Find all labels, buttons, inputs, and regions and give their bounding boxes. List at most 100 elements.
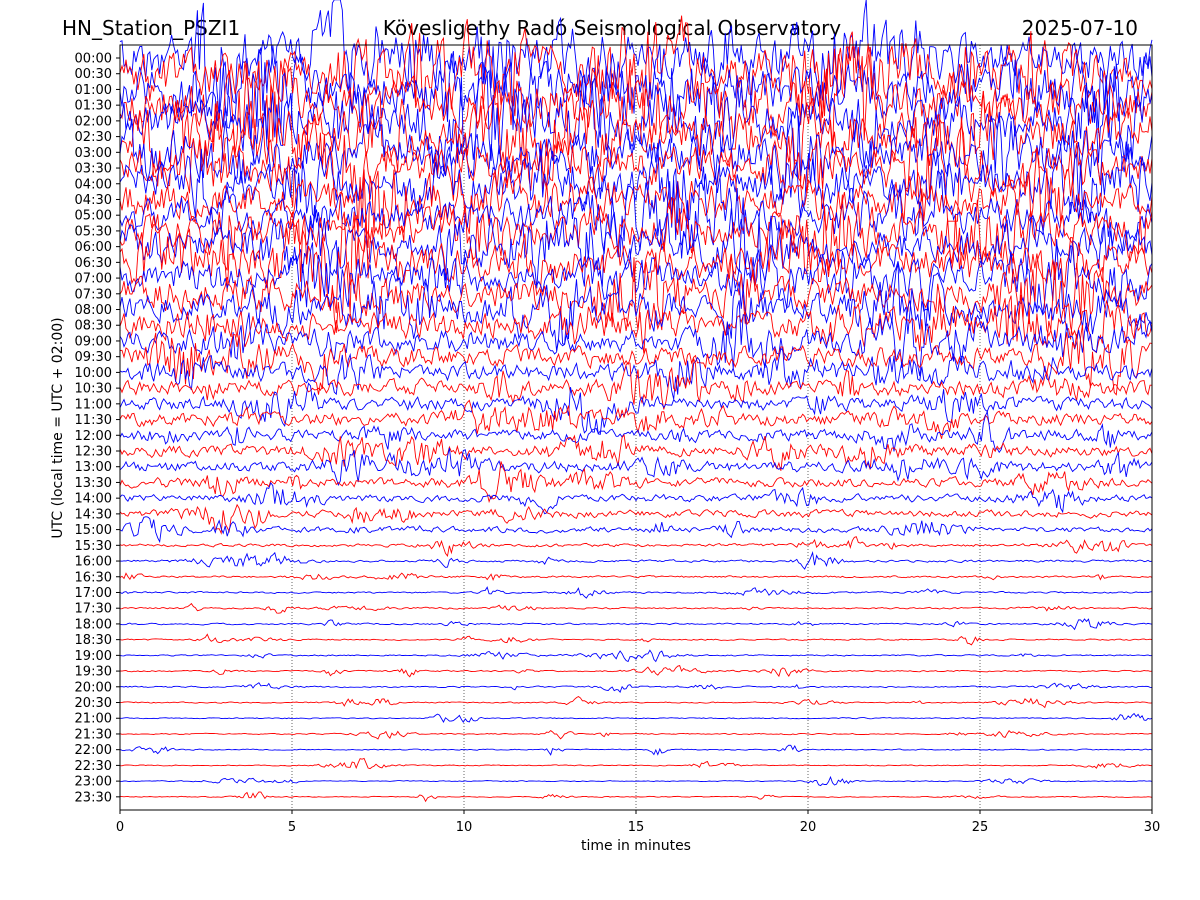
- y-tick-label: 13:00: [75, 460, 112, 475]
- y-tick-label: 17:00: [75, 586, 112, 601]
- y-tick-label: 15:00: [75, 523, 112, 538]
- x-tick-label: 25: [972, 820, 989, 835]
- y-tick-label: 00:00: [75, 52, 112, 67]
- seismic-trace: [119, 730, 1153, 740]
- y-axis-ticks: 00:0000:3001:0001:3002:0002:3003:0003:30…: [75, 52, 120, 805]
- seismic-trace: [119, 682, 1153, 693]
- seismic-trace: [119, 84, 1153, 190]
- seismic-trace: [119, 164, 1153, 259]
- seismic-trace: [119, 148, 1153, 248]
- y-tick-label: 18:00: [75, 617, 112, 632]
- y-tick-label: 10:00: [75, 366, 112, 381]
- y-tick-label: 18:30: [75, 633, 112, 648]
- y-tick-label: 14:30: [75, 507, 112, 522]
- y-tick-label: 19:30: [75, 665, 112, 680]
- seismic-trace: [119, 34, 1153, 146]
- seismic-trace: [120, 695, 1153, 709]
- seismic-trace: [119, 347, 1153, 400]
- seismic-trace: [119, 382, 1153, 435]
- y-tick-label: 12:30: [75, 445, 112, 460]
- seismic-trace: [119, 744, 1153, 756]
- seismic-trace: [119, 550, 1153, 570]
- y-tick-label: 08:30: [75, 319, 112, 334]
- y-tick-label: 16:00: [75, 555, 112, 570]
- y-tick-label: 20:30: [75, 696, 112, 711]
- seismic-trace: [119, 481, 1153, 515]
- seismic-trace: [119, 324, 1153, 396]
- y-tick-label: 13:30: [75, 476, 112, 491]
- y-tick-label: 07:00: [75, 272, 112, 287]
- y-axis-label: UTC (local time = UTC + 02:00): [50, 317, 66, 538]
- y-tick-label: 23:30: [75, 790, 112, 805]
- y-tick-label: 05:30: [75, 224, 112, 239]
- x-tick-label: 30: [1144, 820, 1161, 835]
- y-tick-label: 05:00: [75, 209, 112, 224]
- seismic-trace: [119, 194, 1153, 282]
- seismic-trace: [119, 602, 1153, 614]
- y-tick-label: 03:30: [75, 162, 112, 177]
- seismic-trace: [119, 665, 1153, 678]
- y-tick-label: 15:30: [75, 539, 112, 554]
- y-tick-label: 09:30: [75, 350, 112, 365]
- x-axis-label: time in minutes: [581, 838, 691, 854]
- seismic-trace: [119, 586, 1153, 599]
- seismic-trace: [119, 503, 1153, 535]
- seismic-trace: [119, 434, 1153, 471]
- seismic-trace: [119, 447, 1153, 487]
- x-tick-label: 15: [628, 820, 645, 835]
- station-name: HN_Station_PSZI1: [62, 16, 240, 40]
- seismic-trace: [119, 399, 1153, 439]
- seismic-trace: [119, 536, 1153, 557]
- seismic-trace: [119, 142, 1153, 224]
- y-tick-label: 04:00: [75, 177, 112, 192]
- y-tick-label: 19:00: [75, 649, 112, 664]
- y-tick-label: 16:30: [75, 570, 112, 585]
- y-tick-label: 04:30: [75, 193, 112, 208]
- seismic-trace: [119, 618, 1153, 631]
- y-tick-label: 23:00: [75, 775, 112, 790]
- seismic-trace: [119, 263, 1153, 351]
- y-tick-label: 12:00: [75, 429, 112, 444]
- seismic-trace: [119, 775, 1153, 787]
- seismic-trace: [119, 649, 1153, 663]
- x-tick-label: 20: [800, 820, 817, 835]
- seismic-trace: [119, 238, 1153, 314]
- chart-title: Kövesligethy Radó Seismological Observat…: [383, 16, 841, 40]
- seismic-trace: [119, 461, 1153, 504]
- seismic-trace: [119, 757, 1153, 770]
- seismic-trace: [119, 46, 1153, 156]
- seismic-trace: [119, 197, 1153, 289]
- chart-date: 2025-07-10: [1022, 16, 1138, 40]
- y-tick-label: 07:30: [75, 287, 112, 302]
- seismic-trace: [119, 633, 1153, 646]
- y-tick-label: 20:00: [75, 680, 112, 695]
- x-axis-ticks: 0 5 10 15 20 25 30: [116, 810, 1160, 835]
- y-tick-label: 11:30: [75, 413, 112, 428]
- y-tick-label: 01:00: [75, 83, 112, 98]
- y-tick-label: 21:00: [75, 712, 112, 727]
- x-tick-label: 5: [288, 820, 296, 835]
- y-tick-label: 22:00: [75, 743, 112, 758]
- y-tick-label: 02:00: [75, 114, 112, 129]
- seismic-trace: [119, 300, 1153, 377]
- seismic-trace: [119, 409, 1153, 454]
- seismic-trace: [119, 114, 1153, 222]
- seismic-trace: [119, 211, 1153, 314]
- y-tick-label: 17:30: [75, 602, 112, 617]
- y-tick-label: 03:00: [75, 146, 112, 161]
- x-tick-label: 10: [456, 820, 473, 835]
- y-tick-label: 22:30: [75, 759, 112, 774]
- y-tick-label: 11:00: [75, 397, 112, 412]
- seismic-trace: [120, 712, 1153, 724]
- y-tick-label: 08:00: [75, 303, 112, 318]
- seismic-trace: [119, 516, 1153, 544]
- y-tick-label: 21:30: [75, 727, 112, 742]
- seismic-traces: [119, 0, 1153, 803]
- y-tick-label: 02:30: [75, 130, 112, 145]
- y-tick-label: 01:30: [75, 99, 112, 114]
- seismic-trace: [119, 791, 1153, 803]
- y-tick-label: 14:00: [75, 492, 112, 507]
- y-tick-label: 10:30: [75, 382, 112, 397]
- y-tick-label: 06:30: [75, 256, 112, 271]
